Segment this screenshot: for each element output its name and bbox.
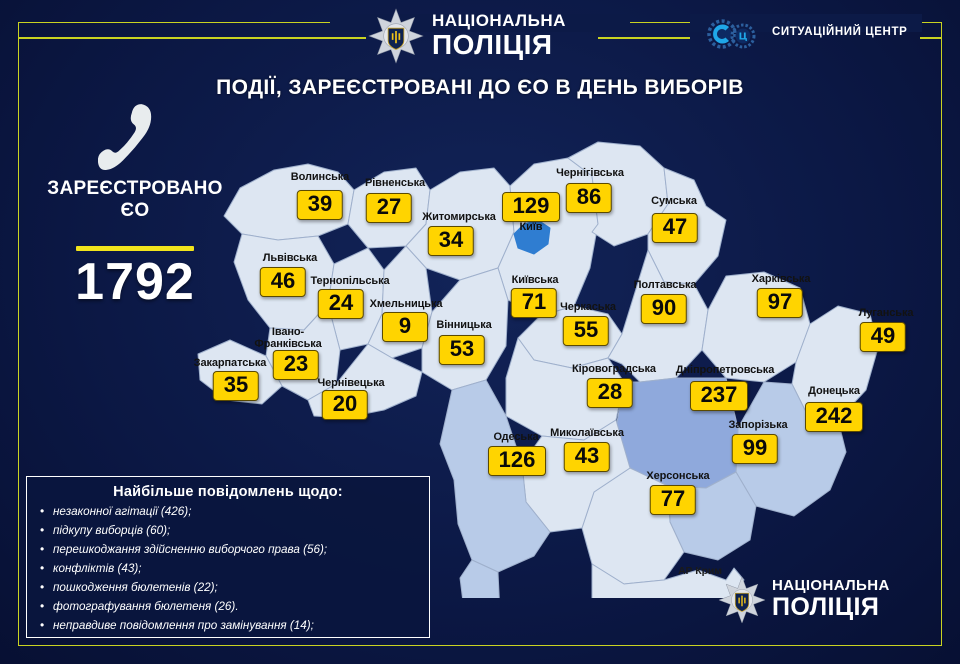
- map-region-name: Запорізька: [728, 419, 788, 431]
- map-region-name: Чернівецька: [317, 377, 385, 389]
- map-region-value-badge[interactable]: 34: [427, 226, 475, 256]
- map-region-value-badge[interactable]: 47: [651, 213, 699, 243]
- map-region-name: Рівненська: [364, 177, 426, 189]
- map-region-name: Закарпатська: [193, 357, 267, 369]
- legend-item: конфліктів (43);: [37, 559, 419, 579]
- region-shape-crimea: [591, 563, 745, 598]
- police-wordmark-footer: НАЦІОНАЛЬНА ПОЛІЦІЯ: [772, 578, 890, 620]
- map-region-value-badge[interactable]: 97: [756, 288, 804, 318]
- legend-item: підкупу виборців (60);: [37, 521, 419, 541]
- map-region-name: Хмельницька: [369, 298, 443, 310]
- map-region-name: Миколаївська: [550, 427, 624, 439]
- registered-stat-label: ЗАРЕЄСТРОВАНО ЄО: [20, 178, 250, 222]
- region-shape-odesa-south: [459, 559, 500, 598]
- map-region-name: Тернопільська: [310, 275, 390, 287]
- map-region-value-badge[interactable]: 86: [565, 183, 613, 213]
- map-region-name: Волинська: [290, 171, 350, 183]
- legend-item: пошкодження бюлетенів (22);: [37, 578, 419, 598]
- map-region-value-badge[interactable]: 90: [640, 294, 688, 324]
- map-region-value-badge[interactable]: 99: [731, 434, 779, 464]
- page-title: ПОДІЇ, ЗАРЕЄСТРОВАНІ ДО ЄО В ДЕНЬ ВИБОРІ…: [216, 76, 744, 99]
- police-wordmark: НАЦІОНАЛЬНА ПОЛІЦІЯ: [432, 12, 566, 59]
- map-region-value-badge[interactable]: 43: [563, 442, 611, 472]
- map-region-value-badge[interactable]: 20: [321, 390, 369, 420]
- legend-item: незаконної агітації (426);: [37, 502, 419, 522]
- map-region-value-badge[interactable]: 46: [259, 267, 307, 297]
- map-region-name: Дніпропетровська: [675, 364, 775, 376]
- map-region-value-badge[interactable]: 35: [212, 371, 260, 401]
- map-region-name: Луганська: [858, 307, 914, 319]
- situational-center-label: СИТУАЦІЙНИЙ ЦЕНТР: [772, 26, 908, 38]
- map-region-name: Чернігівська: [556, 167, 624, 179]
- police-wordmark-line1: НАЦІОНАЛЬНА: [432, 11, 566, 30]
- map-region-name: Донецька: [808, 385, 860, 397]
- situational-center-gears-icon: Ц: [707, 19, 756, 49]
- registered-stat-value: 1792: [75, 253, 195, 311]
- legend-item: неправдиве повідомлення про замінування …: [37, 616, 419, 636]
- header-rule-mid: [598, 37, 690, 39]
- telephone-handset-icon: [98, 104, 152, 170]
- map-region-name: Вінницька: [436, 319, 492, 331]
- police-star-emblem-icon: [368, 8, 424, 64]
- legend-list: незаконної агітації (426);підкупу виборц…: [37, 502, 419, 636]
- map-region-name: Полтавська: [633, 279, 697, 291]
- map-region-value-badge[interactable]: 77: [649, 485, 697, 515]
- map-region-name: Львівська: [262, 252, 318, 264]
- map-region-value-badge[interactable]: 28: [586, 378, 634, 408]
- map-region-name: Черкаська: [560, 301, 616, 313]
- map-region-name: Київська: [511, 274, 559, 286]
- registered-stat-label-line1: ЗАРЕЄСТРОВАНО: [47, 178, 223, 199]
- map-region-value-badge[interactable]: 55: [562, 316, 610, 346]
- police-wordmark-line2: ПОЛІЦІЯ: [432, 29, 553, 60]
- police-star-emblem-icon-footer: [718, 576, 766, 624]
- frame-break-sc: [690, 14, 922, 32]
- map-region-value-badge[interactable]: 71: [510, 288, 558, 318]
- region-shape-odesa: [439, 379, 551, 573]
- header: НАЦІОНАЛЬНА ПОЛІЦІЯ Ц СИТУАЦІЙНИЙ ЦЕНТР: [0, 0, 960, 72]
- map-region-value-badge[interactable]: 23: [272, 350, 320, 380]
- map-region-name: Івано- Франківська: [254, 326, 322, 350]
- registered-stat-label-line2: ЄО: [120, 199, 150, 221]
- map-region-value-badge[interactable]: 49: [859, 322, 907, 352]
- map-region-name: Кіровоградська: [572, 363, 656, 375]
- map-region-name: Житомирська: [422, 211, 496, 223]
- map-region-value-badge[interactable]: 126: [488, 446, 546, 476]
- map-label-crimea: АР Крим: [678, 565, 722, 577]
- map-region-value-badge[interactable]: 129: [502, 192, 560, 222]
- header-rule-left: [18, 37, 366, 39]
- map-region-value-badge[interactable]: 39: [296, 190, 344, 220]
- police-wordmark-footer-line2: ПОЛІЦІЯ: [772, 593, 880, 621]
- map-region-name: Херсонська: [646, 470, 710, 482]
- stat-divider: [76, 246, 194, 251]
- legend-item: перешкоджання здійсненню виборчого права…: [37, 540, 419, 560]
- map-region-value-badge[interactable]: 27: [365, 193, 413, 223]
- map-region-value-badge[interactable]: 24: [317, 289, 365, 319]
- police-wordmark-footer-line1: НАЦІОНАЛЬНА: [772, 577, 890, 594]
- map-region-value-badge[interactable]: 9: [382, 312, 428, 342]
- map-label-kyiv-city: Київ: [519, 221, 543, 233]
- legend-title: Найбільше повідомлень щодо:: [113, 484, 343, 500]
- map-region-value-badge[interactable]: 242: [805, 402, 863, 432]
- map-region-name: Харківська: [751, 273, 811, 285]
- map-region-value-badge[interactable]: 237: [690, 381, 748, 411]
- svg-text:Ц: Ц: [739, 32, 748, 43]
- map-region-value-badge[interactable]: 53: [438, 335, 486, 365]
- header-rule-right: [920, 37, 942, 39]
- map-region-name: Одеська: [493, 431, 539, 443]
- legend-box: Найбільше повідомлень щодо: незаконної а…: [26, 476, 430, 638]
- legend-item: фотографування бюлетеня (26).: [37, 597, 419, 617]
- map-region-name: Сумська: [651, 195, 697, 207]
